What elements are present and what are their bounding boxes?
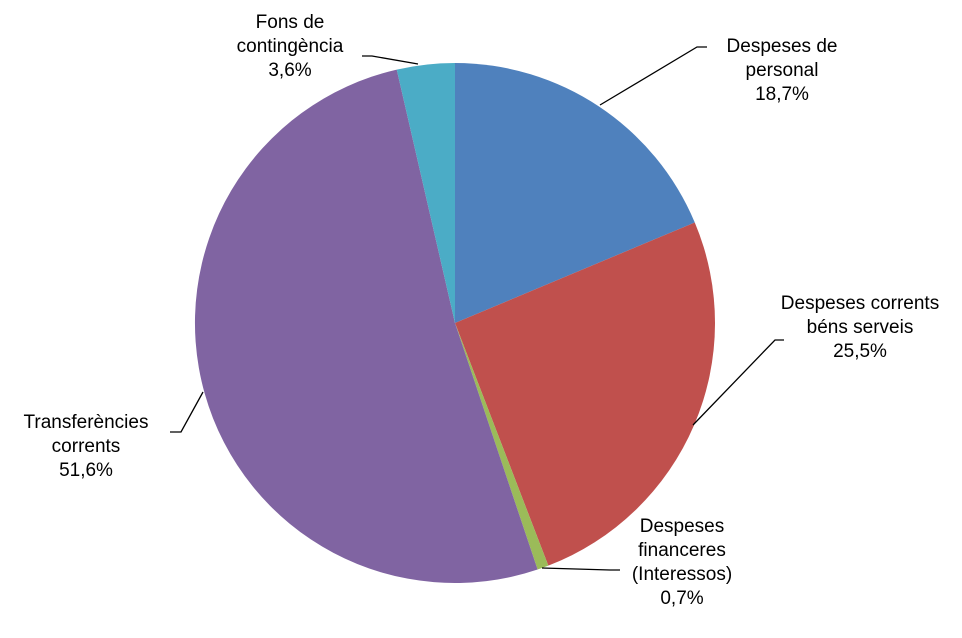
category-label-line: financeres	[638, 540, 726, 561]
category-label-line: contingència	[237, 36, 344, 57]
leader-line-transferencies-corrents	[170, 391, 204, 433]
category-label-line: béns serveis	[807, 317, 914, 338]
value-label: 51,6%	[59, 460, 113, 481]
pie-slices	[194, 63, 716, 584]
category-label-line: Despeses	[640, 516, 725, 537]
label-despeses-de-personal: Despeses de personal 18,7%	[727, 36, 838, 105]
slice-transferencies-corrents	[194, 69, 538, 584]
slice-despeses-de-personal	[455, 63, 695, 323]
category-label-line: Despeses corrents	[781, 293, 939, 314]
label-despeses-financeres: Despeses financeres (Interessos) 0,7%	[632, 516, 732, 609]
leader-line-despeses-de-personal	[599, 46, 707, 106]
value-label: 18,7%	[755, 84, 809, 105]
category-label-line: Transferències	[24, 412, 149, 433]
category-label-line: (Interessos)	[632, 564, 732, 585]
category-label-line: corrents	[52, 436, 121, 457]
leader-line-despeses-financeres	[541, 567, 620, 571]
leader-lines	[170, 46, 784, 571]
slice-despeses-corrents-bens-serveis	[455, 222, 716, 566]
value-label: 0,7%	[660, 588, 703, 609]
label-despeses-corrents-bens-serveis: Despeses corrents béns serveis 25,5%	[781, 293, 939, 362]
category-label-line: Fons de	[256, 12, 325, 33]
label-fons-de-contingencia: Fons de contingència 3,6%	[237, 12, 344, 81]
category-label-line: Despeses de	[727, 36, 838, 57]
slice-fons-de-contingencia	[396, 63, 455, 323]
leader-line-despeses-corrents-bens-serveis	[692, 339, 784, 426]
value-label: 3,6%	[268, 60, 311, 81]
value-label: 25,5%	[833, 341, 887, 362]
category-label-line: personal	[746, 60, 819, 81]
leader-line-fons-de-contingencia	[362, 55, 419, 65]
label-transferencies-corrents: Transferències corrents 51,6%	[24, 412, 149, 481]
slice-despeses-financeres	[455, 323, 549, 570]
slice-labels: Despeses de personal 18,7% Despeses corrent…	[24, 12, 940, 609]
